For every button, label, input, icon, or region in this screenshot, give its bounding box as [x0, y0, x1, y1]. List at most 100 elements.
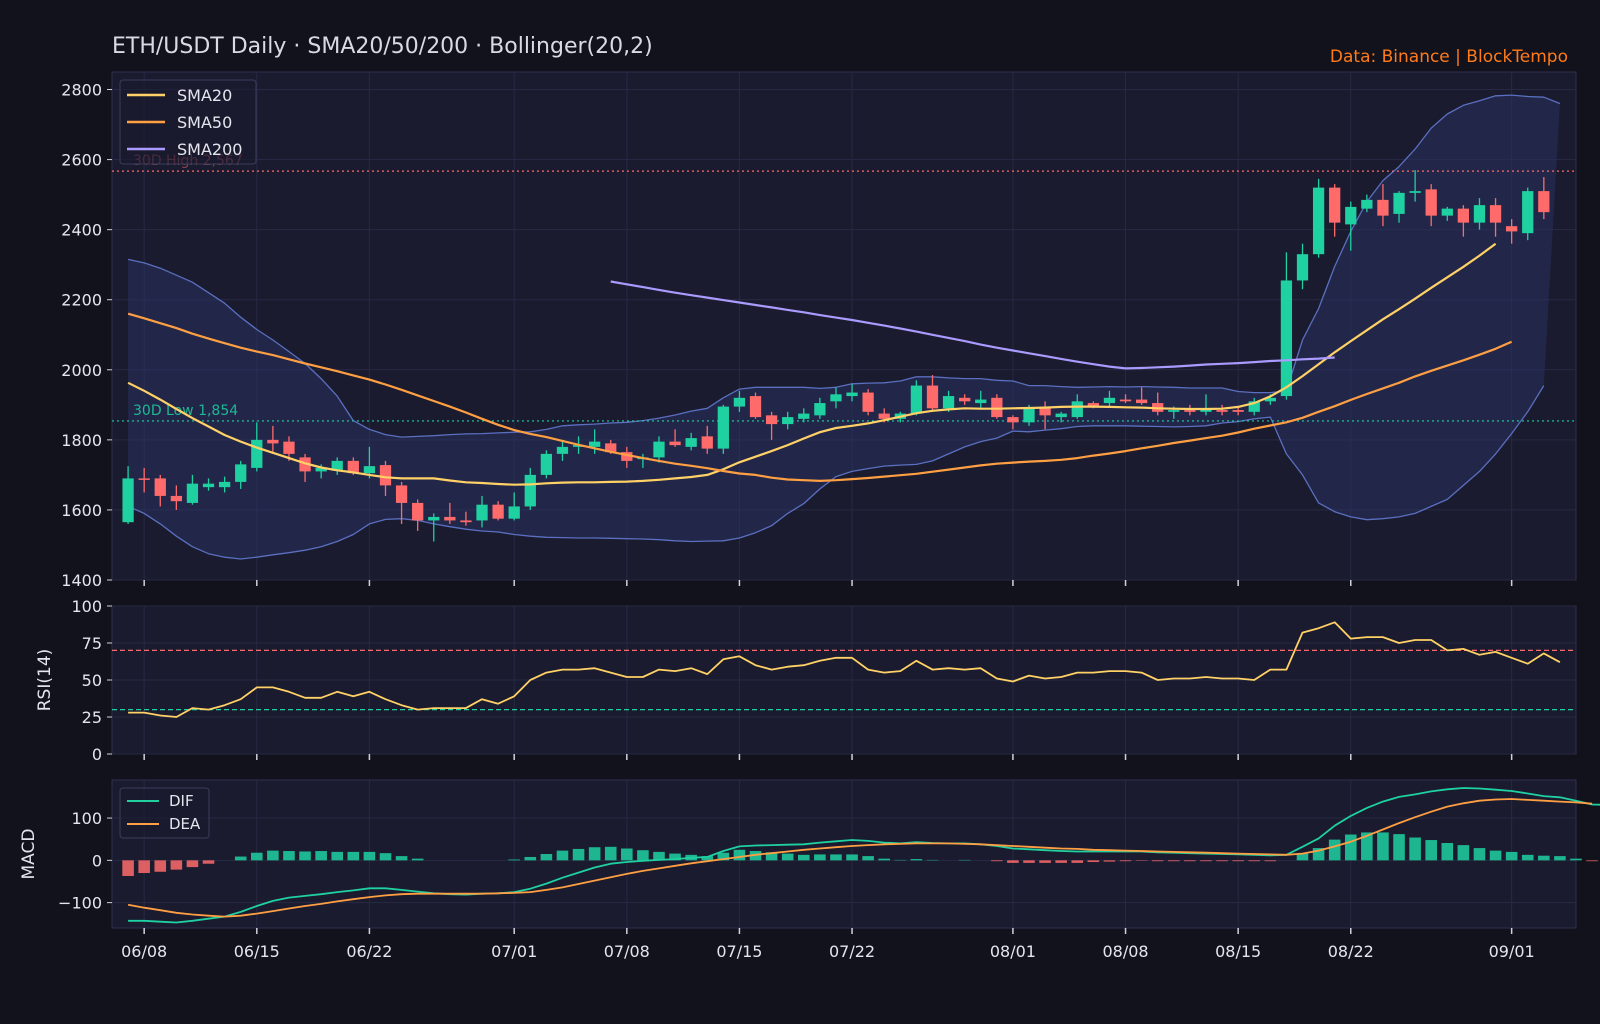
xtick-label: 07/08: [604, 942, 650, 961]
macd-histogram-bar: [267, 850, 279, 861]
macd-histogram-bar: [347, 851, 360, 861]
candle-body: [1280, 280, 1293, 397]
legend-label-sma200: SMA200: [177, 140, 242, 159]
macd-histogram-bar: [701, 856, 714, 861]
macd-histogram-bar: [1344, 834, 1357, 861]
candle-body: [347, 460, 359, 474]
candle-body: [460, 520, 472, 523]
xtick-label: 08/01: [990, 942, 1036, 961]
candle-body: [669, 441, 681, 446]
macd-histogram-bar: [862, 856, 874, 861]
macd-histogram-bar: [1200, 860, 1212, 862]
macd-histogram-bar: [637, 850, 649, 861]
macd-histogram-bar: [1296, 853, 1309, 861]
macd-histogram-bar: [1554, 856, 1566, 861]
macd-ytick-label: 100: [71, 809, 102, 828]
macd-histogram-bar: [186, 860, 199, 868]
macd-histogram-bar: [1103, 860, 1116, 862]
macd-histogram-bar: [299, 851, 311, 861]
candle-body: [733, 397, 746, 407]
macd-histogram-bar: [1087, 860, 1100, 863]
candle-body: [1264, 397, 1276, 402]
candle-body: [1216, 410, 1228, 412]
macd-histogram-bar: [1409, 837, 1421, 861]
macd-ytick-label: −100: [58, 894, 102, 913]
macd-histogram-bar: [1586, 860, 1598, 862]
macd-histogram-bar: [1055, 860, 1067, 863]
candle-body: [959, 397, 971, 402]
candle-body: [524, 474, 536, 507]
price-ytick-label: 2800: [61, 81, 102, 100]
candle-body: [685, 438, 697, 447]
candle-body: [1506, 226, 1518, 232]
macd-histogram-bar: [1151, 860, 1164, 862]
candle-body: [1135, 399, 1148, 404]
candle-body: [251, 439, 263, 468]
bollinger-upper-line: [127, 94, 1561, 438]
sma200-line: [610, 280, 1335, 370]
candle-body: [572, 445, 585, 447]
price-ytick-label: 2000: [61, 361, 102, 380]
macd-histogram-bar: [669, 853, 681, 861]
candle-body: [765, 415, 778, 425]
candle-body: [717, 406, 729, 449]
rsi-ytick-label: 0: [92, 745, 102, 764]
candle-body: [428, 516, 440, 521]
candle-body: [701, 436, 713, 449]
candle-body: [605, 443, 617, 453]
macd-histogram-bar: [524, 856, 537, 861]
macd-histogram-bar: [1457, 845, 1470, 861]
price-legend-box: [119, 79, 257, 165]
candle-body: [170, 495, 182, 502]
candle-body: [991, 397, 1003, 418]
candle-body: [1248, 401, 1260, 412]
macd-histogram-bar: [1168, 860, 1180, 862]
candle-body: [1361, 199, 1373, 209]
legend-label-sma50: SMA50: [177, 113, 232, 132]
macd-histogram-bar: [331, 851, 344, 861]
macd-axis-label: MACD: [19, 829, 39, 880]
macd-histogram-bar: [411, 858, 424, 861]
macd-histogram-bar: [379, 853, 392, 861]
candle-body: [492, 504, 504, 519]
price-ytick-label: 2200: [61, 291, 102, 310]
candle-body: [1296, 254, 1309, 281]
candle-body: [138, 478, 150, 480]
macd-histogram-bar: [797, 854, 810, 861]
macd-histogram-bar: [1312, 848, 1325, 861]
candle-body: [942, 396, 955, 409]
candle-body: [235, 464, 247, 482]
macd-histogram-bar: [604, 846, 617, 861]
macd-histogram-bar: [910, 859, 923, 861]
candle-body: [267, 439, 279, 444]
macd-histogram-bar: [572, 848, 585, 861]
rsi-line: [128, 621, 1561, 718]
candle-body: [653, 441, 665, 458]
candle-body: [1023, 408, 1035, 423]
candle-body: [814, 403, 826, 416]
macd-histogram-bar: [878, 858, 891, 861]
macd-histogram-bar: [154, 860, 167, 872]
xtick-label: 06/08: [121, 942, 167, 961]
xtick-label: 07/01: [491, 942, 537, 961]
price-hline-label: 30D Low 1,854: [133, 403, 238, 419]
macd-histogram-bar: [1393, 834, 1405, 861]
candle-body: [1232, 410, 1244, 412]
macd-histogram-bar: [1473, 848, 1486, 861]
candle-body: [476, 504, 488, 521]
xtick-label: 08/15: [1215, 942, 1261, 961]
candle-body: [1393, 192, 1405, 214]
macd-histogram-bar: [1071, 860, 1084, 863]
candle-body: [878, 413, 890, 419]
legend-label-dif: DIF: [169, 792, 194, 810]
macd-histogram-bar: [1441, 843, 1454, 861]
candle-body: [1329, 187, 1341, 223]
macd-histogram-bar: [1023, 860, 1035, 863]
macd-histogram-bar: [781, 853, 794, 861]
macd-histogram-bar: [1184, 860, 1196, 862]
candle-body: [444, 516, 456, 521]
candle-body: [331, 460, 343, 471]
macd-histogram-bar: [588, 847, 601, 861]
chart-title: ETH/USDT Daily · SMA20/50/200 · Bollinge…: [112, 34, 653, 59]
